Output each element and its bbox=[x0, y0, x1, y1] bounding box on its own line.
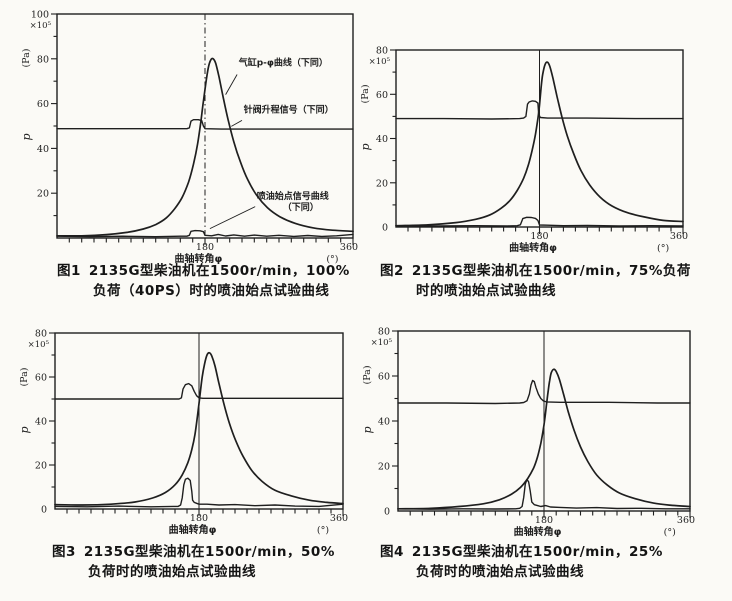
figure-caption: 图3 2135G型柴油机在1500r/min，50% 负荷时的喷油始点试验曲线 bbox=[52, 542, 335, 582]
y-tick-label: 60 bbox=[35, 373, 47, 384]
caption-fig-label: 图4 bbox=[380, 544, 404, 560]
chart-svg: 80 60 40 20 0 ×10⁵ (Pa) p 180 360 曲轴转角φ (°) bbox=[361, 327, 695, 539]
y-tick-label: 40 bbox=[376, 134, 388, 145]
x-tick-label: 360 bbox=[670, 231, 688, 242]
x-axis-title: 曲轴转角φ bbox=[514, 525, 562, 538]
y-axis-scale-label: ×10⁵ bbox=[371, 338, 393, 348]
y-tick-label: 0 bbox=[384, 507, 390, 518]
y-axis-scale-label: ×10⁵ bbox=[369, 57, 391, 67]
needle-lift-curve bbox=[54, 382, 344, 400]
annotation-leader-line bbox=[225, 74, 238, 95]
x-tick-label: 360 bbox=[330, 513, 348, 524]
x-tick-label: 180 bbox=[530, 231, 548, 242]
x-axis-title: 曲轴转角φ bbox=[509, 241, 557, 254]
annotation-label: 气缸p-φ曲线（下同） bbox=[238, 57, 328, 69]
x-tick-label: 360 bbox=[677, 515, 695, 526]
caption-line-1: 2135G型柴油机在1500r/min，50% bbox=[83, 544, 335, 560]
x-axis-title: 曲轴转角φ bbox=[174, 252, 222, 265]
y-axis-symbol: p bbox=[20, 133, 33, 140]
injection-signal-curve bbox=[56, 229, 354, 238]
figure-caption: 图1 2135G型柴油机在1500r/min，100% 负荷（40PS）时的喷油始… bbox=[57, 261, 350, 301]
x-axis-unit: (°) bbox=[326, 254, 338, 265]
caption-line-1: 2135G型柴油机在1500r/min，25% bbox=[411, 544, 663, 560]
y-axis-scale-label: ×10⁵ bbox=[28, 340, 50, 350]
pressure-curve bbox=[54, 351, 344, 506]
y-axis-scale-label: ×10⁵ bbox=[30, 21, 52, 31]
figure-panel: 80 60 40 20 0 ×10⁵ (Pa) p 180 360 曲轴转角φ (°) bbox=[361, 300, 732, 601]
chart-svg: 100 80 60 40 20 ×10⁵ (Pa) p 180 360 曲轴转角φ (°) 气缸p-φ曲… bbox=[20, 10, 358, 266]
caption-line-2: 时的喷油始点试验曲线 bbox=[416, 283, 556, 299]
caption-line-2: 负荷时的喷油始点试验曲线 bbox=[416, 564, 584, 580]
y-tick-label: 80 bbox=[376, 46, 388, 57]
needle-lift-curve bbox=[395, 100, 684, 120]
y-tick-label: 20 bbox=[378, 462, 390, 473]
figure-panel: 100 80 60 40 20 ×10⁵ (Pa) p 180 360 曲轴转角φ (°) 气缸p-φ曲… bbox=[0, 0, 366, 300]
caption-line-1: 2135G型柴油机在1500r/min，75%负荷 bbox=[411, 263, 691, 279]
figure-panel: 80 60 40 20 0 ×10⁵ (Pa) p 180 360 曲轴转角φ (°) bbox=[0, 300, 366, 601]
x-tick-label: 180 bbox=[190, 513, 208, 524]
y-tick-label: 40 bbox=[378, 417, 390, 428]
x-axis-unit: (°) bbox=[664, 527, 676, 538]
y-tick-label: 40 bbox=[35, 417, 47, 428]
x-axis-unit: (°) bbox=[657, 243, 669, 254]
caption-line-1: 2135G型柴油机在1500r/min，100% bbox=[88, 263, 350, 279]
injection-signal-curve bbox=[395, 216, 684, 227]
y-axis-symbol: p bbox=[18, 426, 31, 433]
annotation-label: 喷油始点信号曲线 bbox=[257, 190, 329, 202]
needle-lift-curve bbox=[56, 119, 354, 130]
pressure-curve bbox=[397, 368, 691, 510]
y-axis-symbol: p bbox=[359, 143, 372, 150]
y-tick-label: 80 bbox=[378, 327, 390, 338]
caption-line-2: 负荷时的喷油始点试验曲线 bbox=[88, 564, 256, 580]
y-tick-label: 60 bbox=[37, 99, 49, 110]
y-tick-label: 100 bbox=[31, 10, 49, 21]
y-axis-unit-label: (Pa) bbox=[21, 48, 32, 67]
y-tick-label: 80 bbox=[35, 329, 47, 340]
x-axis-title: 曲轴转角φ bbox=[169, 523, 217, 536]
annotation-label: 针阀升程信号（下同） bbox=[244, 104, 334, 116]
y-axis-unit-label: (Pa) bbox=[360, 84, 371, 103]
x-tick-label: 180 bbox=[535, 515, 553, 526]
annotation-leader-line bbox=[209, 206, 256, 230]
caption-fig-label: 图2 bbox=[380, 263, 404, 279]
caption-line-2: 负荷（40PS）时的喷油始点试验曲线 bbox=[93, 283, 330, 299]
caption-fig-label: 图1 bbox=[57, 263, 81, 279]
y-axis-unit-label: (Pa) bbox=[19, 367, 30, 386]
figure-panel: 80 60 40 20 0 ×10⁵ (Pa) p 180 360 曲轴转角φ (°) bbox=[359, 0, 732, 300]
injection-signal-curve bbox=[397, 478, 691, 510]
y-axis-symbol: p bbox=[361, 426, 374, 433]
y-tick-label: 0 bbox=[382, 223, 388, 234]
y-tick-label: 0 bbox=[41, 505, 47, 516]
annotation-leader-line bbox=[231, 120, 243, 127]
annotation-label: （下同） bbox=[283, 202, 319, 213]
needle-lift-curve bbox=[397, 379, 691, 405]
y-tick-label: 80 bbox=[37, 54, 49, 65]
caption-fig-label: 图3 bbox=[52, 544, 76, 560]
pressure-curve bbox=[395, 61, 684, 227]
y-tick-label: 60 bbox=[378, 372, 390, 383]
chart-svg: 80 60 40 20 0 ×10⁵ (Pa) p 180 360 曲轴转角φ (°) bbox=[18, 329, 348, 537]
x-axis-unit: (°) bbox=[317, 525, 329, 536]
x-tick-label: 180 bbox=[196, 242, 214, 253]
figure-caption: 图4 2135G型柴油机在1500r/min，25% 负荷时的喷油始点试验曲线 bbox=[380, 542, 663, 582]
injection-signal-curve bbox=[54, 477, 344, 508]
y-axis-unit-label: (Pa) bbox=[362, 365, 373, 384]
figure-caption: 图2 2135G型柴油机在1500r/min，75%负荷 时的喷油始点试验曲线 bbox=[380, 261, 691, 301]
chart-svg: 80 60 40 20 0 ×10⁵ (Pa) p 180 360 曲轴转角φ (°) bbox=[359, 46, 688, 255]
y-tick-label: 40 bbox=[37, 144, 49, 155]
y-tick-label: 60 bbox=[376, 90, 388, 101]
y-tick-label: 20 bbox=[37, 189, 49, 200]
pressure-curve bbox=[56, 57, 354, 237]
y-tick-label: 20 bbox=[376, 178, 388, 189]
x-tick-label: 360 bbox=[340, 242, 358, 253]
y-tick-label: 20 bbox=[35, 461, 47, 472]
